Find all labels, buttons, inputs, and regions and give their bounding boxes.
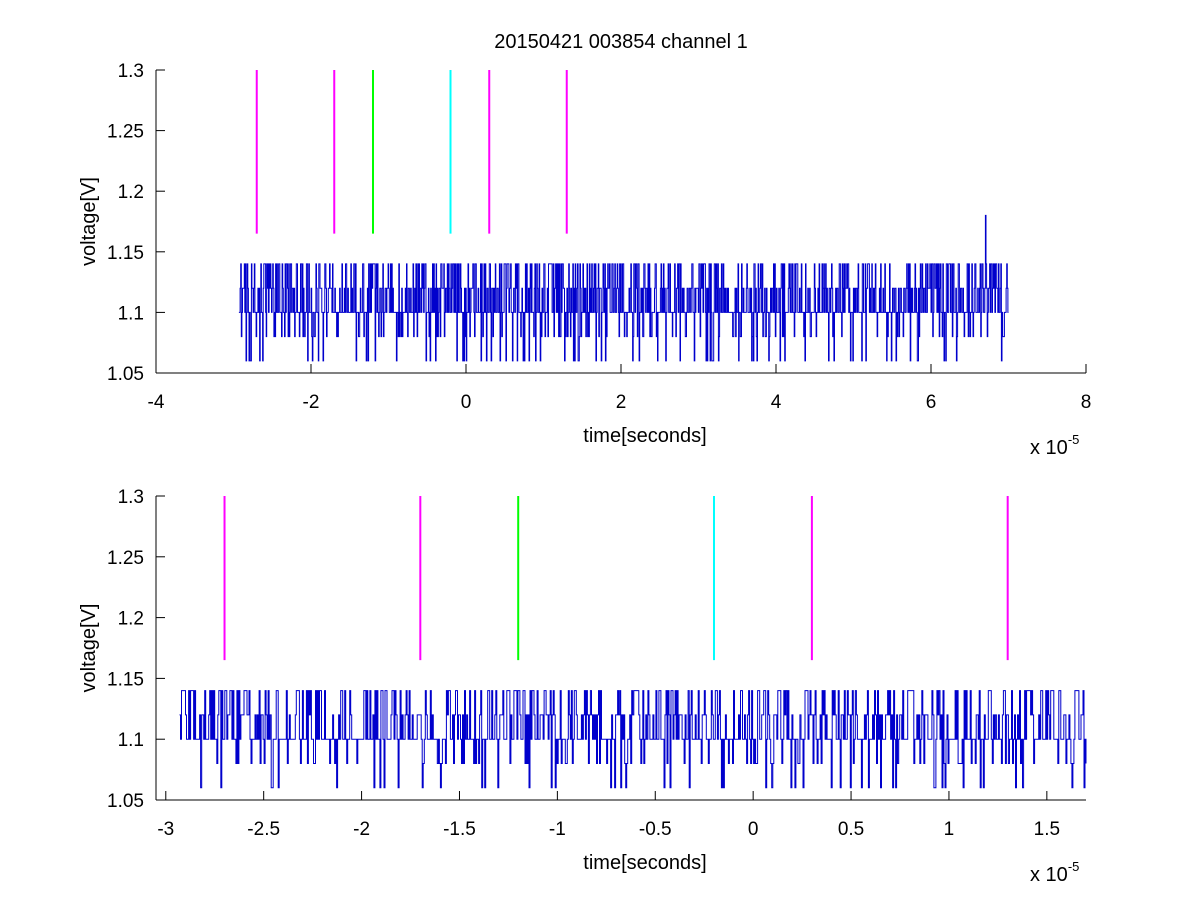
y-tick-label: 1.2 bbox=[118, 182, 144, 203]
x-axis-label: time[seconds] bbox=[583, 852, 706, 874]
y-axis-label: voltage[V] bbox=[78, 604, 100, 693]
x-tick-label: 8 bbox=[1081, 392, 1092, 413]
y-axis-label: voltage[V] bbox=[78, 177, 100, 266]
x-multiplier: x 10-5 bbox=[1030, 432, 1079, 459]
x-tick-label: 0.5 bbox=[838, 819, 864, 840]
x-tick-label: -2.5 bbox=[247, 819, 280, 840]
x-tick-label: -2 bbox=[303, 392, 320, 413]
x-tick-label: 0 bbox=[461, 392, 472, 413]
x-tick-label: 6 bbox=[926, 392, 937, 413]
y-tick-label: 1.05 bbox=[107, 364, 144, 385]
y-tick-label: 1.1 bbox=[118, 730, 144, 751]
chart-title: 20150421 003854 channel 1 bbox=[494, 31, 748, 53]
signal-trace bbox=[179, 690, 1087, 789]
x-tick-label: -2 bbox=[353, 819, 370, 840]
x-tick-label: 2 bbox=[616, 392, 627, 413]
y-tick-label: 1.15 bbox=[107, 669, 144, 690]
x-multiplier: x 10-5 bbox=[1030, 859, 1079, 886]
y-tick-label: 1.2 bbox=[118, 609, 144, 630]
x-tick-label: -4 bbox=[148, 392, 165, 413]
top-plot: -4 -2 0 2 4 6 8 1.05 1.1 1.15 1.2 1.25 1.3 time[secon… bbox=[78, 31, 1091, 459]
y-tick-label: 1.05 bbox=[107, 791, 144, 812]
y-tick-label: 1.3 bbox=[118, 487, 144, 508]
x-multiplier-exponent: -5 bbox=[1068, 432, 1080, 447]
y-tick-label: 1.25 bbox=[107, 548, 144, 569]
bottom-plot: -3 -2.5 -2 -1.5 -1 -0.5 0 0.5 1 1.5 1.05 1.1 1.15 1.2… bbox=[78, 487, 1087, 886]
x-tick-label: -1.5 bbox=[443, 819, 476, 840]
y-tick-label: 1.1 bbox=[118, 303, 144, 324]
x-tick-label: 4 bbox=[771, 392, 782, 413]
x-tick-label: 1 bbox=[944, 819, 955, 840]
x-multiplier-exponent: -5 bbox=[1068, 859, 1080, 874]
y-tick-label: 1.3 bbox=[118, 61, 144, 82]
y-tick-label: 1.25 bbox=[107, 122, 144, 143]
x-tick-label: -0.5 bbox=[639, 819, 672, 840]
x-tick-label: -1 bbox=[549, 819, 566, 840]
signal-trace bbox=[238, 214, 1009, 362]
x-tick-label: -3 bbox=[157, 819, 174, 840]
y-tick-label: 1.15 bbox=[107, 243, 144, 264]
x-tick-label: 0 bbox=[748, 819, 759, 840]
x-axis-label: time[seconds] bbox=[583, 425, 706, 447]
x-tick-label: 1.5 bbox=[1034, 819, 1060, 840]
